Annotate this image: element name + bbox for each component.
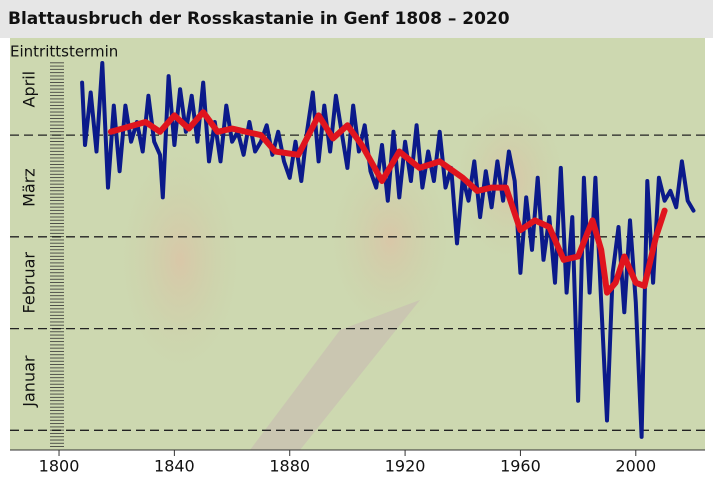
chart-title: Blattausbruch der Rosskastanie in Genf 1…: [8, 9, 510, 29]
x-tick-label: 1800: [39, 457, 80, 476]
x-tick-label: 2000: [615, 457, 656, 476]
minor-ticks: [50, 62, 64, 448]
y-tick-label: April: [20, 71, 39, 108]
series-line: [107, 109, 668, 296]
photo-bud: [330, 150, 450, 330]
photo-bud: [120, 150, 240, 370]
y-tick-label: März: [20, 168, 39, 207]
x-tick-label: 1920: [385, 457, 426, 476]
x-tick-label: 1880: [269, 457, 310, 476]
x-tick-label: 1840: [154, 457, 195, 476]
title-bar: [0, 0, 713, 38]
photo-branch: [250, 300, 420, 450]
x-tick-label: 1960: [500, 457, 541, 476]
y-tick-label: Januar: [20, 355, 39, 408]
y-tick-label: Februar: [20, 252, 39, 314]
y-axis-label: Eintrittstermin: [10, 43, 118, 61]
